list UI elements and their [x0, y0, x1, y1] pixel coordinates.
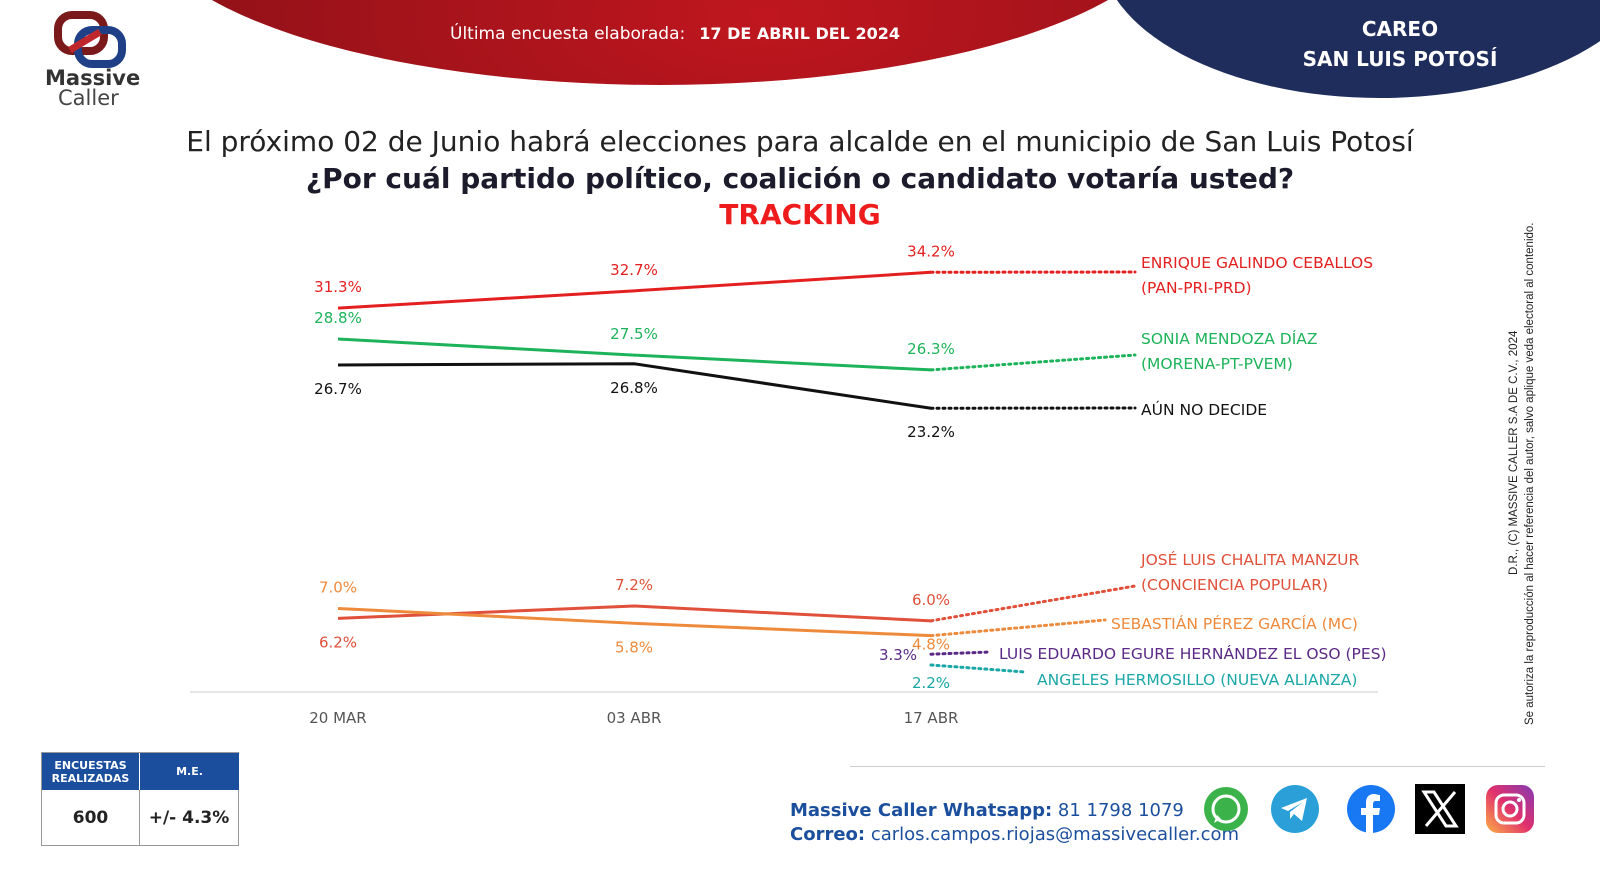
surveys-header: ENCUESTAS REALIZADAS — [42, 753, 139, 790]
massive-caller-logo — [54, 11, 126, 68]
series-legend-label: LUIS EDUARDO EGURE HERNÁNDEZ EL OSO (PES… — [999, 644, 1387, 663]
series-legend-label: SEBASTIÁN PÉREZ GARCÍA (MC) — [1111, 614, 1358, 633]
x-tick-label: 17 ABR — [904, 709, 959, 727]
surveys-value: 600 — [42, 790, 140, 845]
logo-text-massive: Massive — [45, 66, 141, 90]
series-leader-dotted — [929, 618, 1107, 638]
footer-divider — [850, 766, 1545, 767]
series-legend-label: ENRIQUE GALINDO CEBALLOS — [1141, 254, 1373, 272]
copyright-line2: Se autoriza la reproducción al hacer ref… — [1524, 222, 1536, 725]
careo-line2: SAN LUIS POTOSÍ — [1302, 47, 1498, 71]
question-text: ¿Por cuál partido político, coalición o … — [305, 162, 1295, 195]
copyright-line1: D.R., (C) MASSIVE CALLER S.A DE C.V., 20… — [1508, 330, 1520, 575]
data-label: 34.2% — [907, 242, 955, 260]
series-line — [337, 362, 932, 410]
margin-error-header: M.E. — [139, 753, 239, 790]
series-legend-label: (PAN-PRI-PRD) — [1141, 279, 1252, 297]
email-link[interactable]: carlos.campos.riojas@massivecaller.com — [870, 824, 1240, 845]
data-label: 32.7% — [610, 261, 658, 279]
data-label: 7.0% — [319, 578, 357, 596]
series-legend-label: AÚN NO DECIDE — [1141, 400, 1267, 419]
last-survey-date: 17 DE ABRIL DEL 2024 — [699, 24, 900, 43]
data-label: 2.2% — [912, 674, 950, 692]
whatsapp-label: Massive Caller Whatsapp: — [790, 800, 1053, 821]
data-label: 6.0% — [912, 591, 950, 609]
data-label: 26.3% — [907, 340, 955, 358]
whatsapp-icon[interactable] — [1201, 784, 1251, 834]
data-label: 3.3% — [879, 646, 917, 664]
data-label: 4.8% — [912, 636, 950, 654]
facebook-icon[interactable] — [1346, 784, 1396, 834]
instagram-icon[interactable] — [1485, 784, 1535, 834]
last-survey-label: Última encuesta elaborada: — [450, 24, 686, 44]
series-legend-label: SONIA MENDOZA DÍAZ — [1141, 329, 1318, 348]
data-label: 5.8% — [615, 638, 653, 656]
last-survey: Última encuesta elaborada: 17 DE ABRIL DE… — [450, 24, 900, 44]
series-leader-dotted — [929, 650, 992, 656]
series-legend-label: ANGELES HERMOSILLO (NUEVA ALIANZA) — [1037, 671, 1357, 689]
series-line — [337, 606, 932, 638]
tracking-title: TRACKING — [719, 198, 881, 231]
data-label: 23.2% — [907, 423, 955, 441]
data-label: 7.2% — [615, 576, 653, 594]
data-label: 6.2% — [319, 633, 357, 651]
x-tick-label: 03 ABR — [607, 709, 662, 727]
series-legend-label: (CONCIENCIA POPULAR) — [1141, 576, 1328, 594]
whatsapp-contact: Massive Caller Whatsapp: 81 1798 1079 — [790, 800, 1184, 821]
email-label: Correo: — [790, 824, 866, 845]
logo-text-caller: Caller — [58, 86, 119, 110]
margin-error-value: +/- 4.3% — [148, 807, 230, 828]
series-legend-label: (MORENA-PT-PVEM) — [1141, 355, 1293, 373]
x-icon[interactable] — [1415, 784, 1465, 834]
series-legend-label: JOSÉ LUIS CHALITA MANZUR — [1140, 550, 1359, 569]
series-leader-dotted — [929, 663, 1027, 674]
series-line — [337, 337, 932, 372]
data-label: 26.8% — [610, 379, 658, 397]
summary-table: ENCUESTAS REALIZADAS M.E. 600 +/- 4.3% — [41, 752, 239, 846]
question-intro: El próximo 02 de Junio habrá elecciones … — [186, 125, 1414, 158]
email-contact: Correo: carlos.campos.riojas@massivecall… — [790, 824, 1239, 845]
x-tick-label: 20 MAR — [309, 709, 366, 727]
series-leader-dotted — [929, 353, 1137, 372]
telegram-icon[interactable] — [1270, 784, 1320, 834]
series-leader-dotted — [929, 584, 1137, 623]
series-line — [337, 270, 932, 310]
whatsapp-number[interactable]: 81 1798 1079 — [1057, 800, 1184, 821]
data-label: 26.7% — [314, 380, 362, 398]
careo-title: CAREO SAN LUIS POTOSÍ — [1250, 14, 1550, 74]
data-label: 28.8% — [314, 309, 362, 327]
careo-line1: CAREO — [1361, 17, 1439, 41]
data-label: 27.5% — [610, 325, 658, 343]
data-label: 31.3% — [314, 278, 362, 296]
